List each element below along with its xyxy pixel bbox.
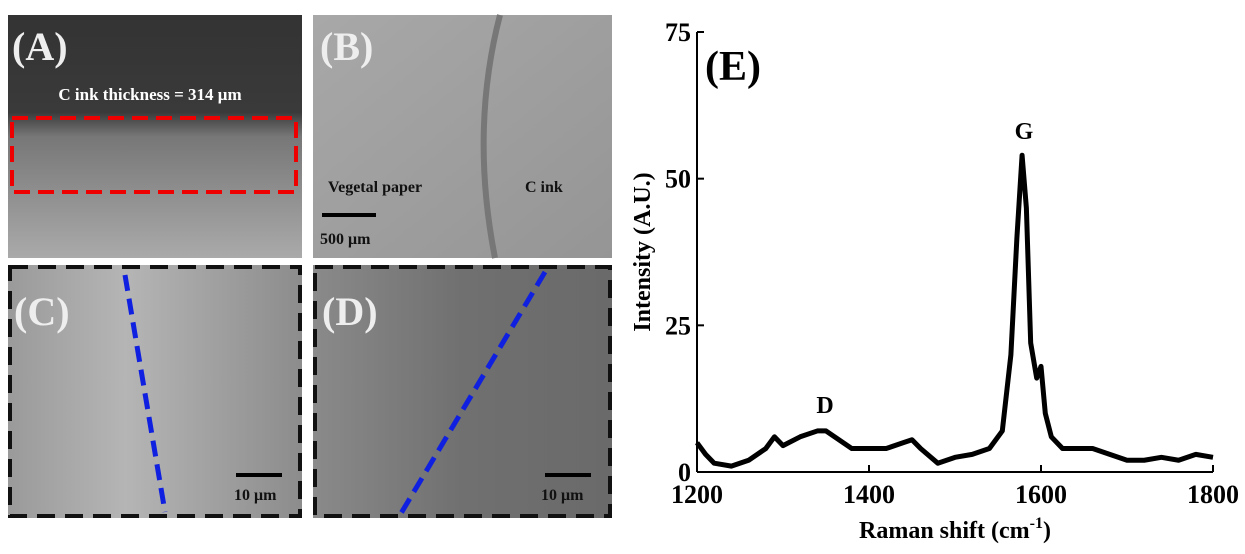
sem-image: [313, 15, 612, 258]
raman-chart: (E) Intensity (A.U.) Raman shift (cm-1) …: [630, 18, 1239, 544]
panel-label: (A): [12, 24, 68, 69]
x-tick-label: 1800: [1187, 480, 1239, 509]
annotation: C ink thickness = 314 μm: [58, 85, 241, 104]
y-tick-label: 0: [678, 458, 691, 487]
spectrum-line: [694, 152, 1214, 469]
annotation: Vegetal paper: [328, 179, 422, 196]
panel-label: (B): [320, 24, 373, 69]
y-tick-label: 50: [665, 165, 691, 194]
frame: [313, 265, 612, 518]
highlight-box: [10, 116, 298, 194]
boundary: [480, 14, 503, 259]
x-label-text: ): [1043, 518, 1051, 544]
panel-label: (C): [14, 289, 70, 334]
x-label-text: Raman shift (cm: [859, 518, 1030, 544]
interface-line: [122, 274, 168, 513]
x-tick-label: 1600: [1015, 480, 1067, 509]
peak-label: G: [1015, 119, 1034, 145]
x-label-sup: -1: [1030, 515, 1043, 532]
frame: [8, 265, 302, 518]
annotation: 500 μm: [320, 231, 371, 248]
panel-label: (D): [322, 289, 378, 334]
annotation: C ink: [525, 179, 563, 196]
y-axis-label: Intensity (A.U.): [630, 172, 656, 331]
x-tick-label: 1400: [843, 480, 895, 509]
sem-image: [8, 15, 302, 258]
panel-label: (E): [705, 44, 761, 90]
annotation: 10 μm: [234, 487, 277, 504]
x-axis-label: Raman shift (cm-1): [859, 515, 1051, 544]
y-tick-label: 75: [665, 18, 691, 47]
peak-label: D: [816, 393, 833, 419]
y-tick-label: 25: [665, 311, 691, 340]
x-tick-label: 1200: [671, 480, 723, 509]
annotation: 10 μm: [541, 487, 584, 504]
